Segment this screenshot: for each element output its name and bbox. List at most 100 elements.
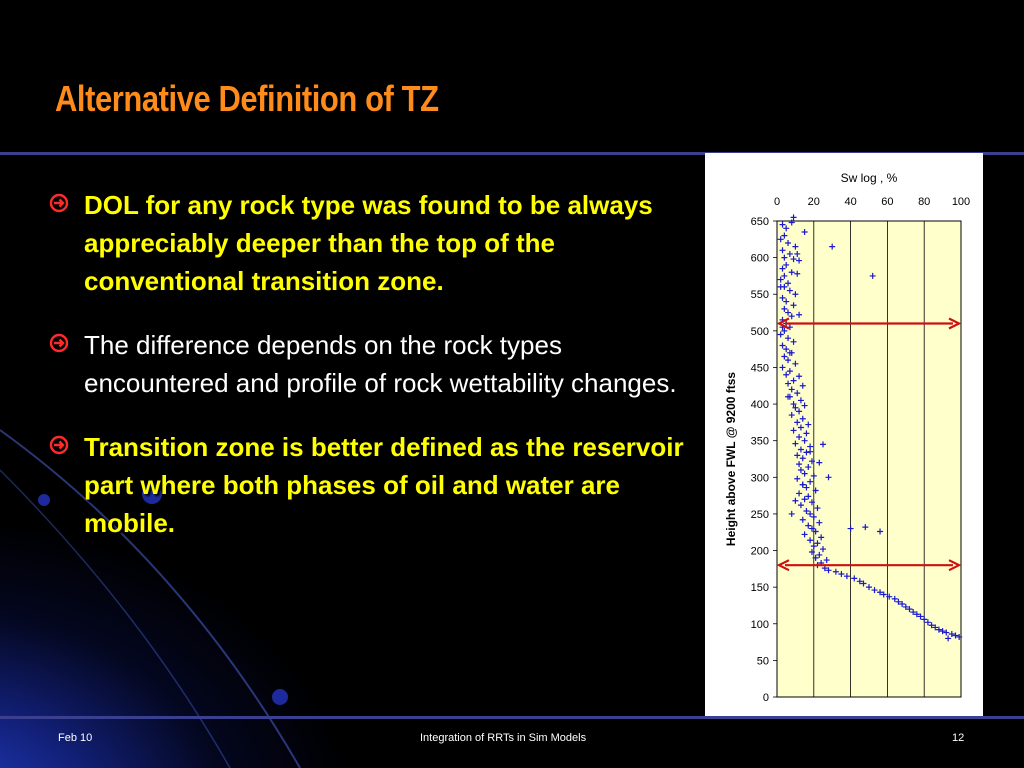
data-point (792, 291, 799, 298)
data-point (823, 557, 830, 564)
data-point (805, 493, 812, 500)
data-point (838, 570, 845, 577)
y-tick-label: 0 (763, 692, 769, 704)
data-point (886, 593, 893, 600)
data-point (796, 408, 803, 415)
data-point (790, 401, 797, 408)
data-point (785, 280, 792, 287)
data-point (781, 327, 788, 334)
data-point (794, 475, 801, 482)
y-tick-label: 50 (757, 655, 769, 667)
x-tick-label: 20 (808, 196, 820, 208)
data-point (797, 424, 804, 431)
data-point (807, 537, 814, 544)
data-point (808, 499, 815, 506)
data-point (786, 250, 793, 257)
data-point (862, 524, 869, 531)
data-point (943, 629, 950, 636)
data-point (777, 283, 784, 290)
data-point (790, 427, 797, 434)
data-point (794, 452, 801, 459)
data-point (910, 609, 917, 616)
data-point (829, 243, 836, 250)
data-point (781, 353, 788, 360)
data-point (796, 490, 803, 497)
data-point (847, 525, 854, 532)
slide-title: Alternative Definition of TZ (55, 78, 439, 119)
data-point (814, 540, 821, 547)
data-point (880, 591, 887, 598)
data-point (788, 386, 795, 393)
data-point (796, 434, 803, 441)
data-point (856, 578, 863, 585)
data-point (956, 633, 963, 640)
data-point (952, 632, 959, 639)
sw-log-chart: 0 20 40 60 80 100 0 50 100 150 200 250 300 350 400 450 5… (724, 171, 970, 704)
data-point (807, 448, 814, 455)
data-point (797, 397, 804, 404)
bullet-text: The difference depends on the rock types… (84, 330, 677, 398)
annotation-arrow-head-left (776, 559, 790, 572)
data-point (807, 443, 814, 450)
data-point (790, 214, 797, 221)
annotation-arrow-head-left (776, 317, 790, 330)
y-tick-label: 100 (751, 619, 769, 631)
footer-divider (0, 716, 1024, 719)
data-point (794, 270, 801, 277)
bullet-item: DOL for any rock type was found to be al… (48, 186, 688, 300)
bullet-text: DOL for any rock type was found to be al… (84, 190, 653, 296)
data-point (790, 302, 797, 309)
data-point (805, 464, 812, 471)
data-point (783, 298, 790, 305)
data-point (797, 446, 804, 453)
data-point (939, 628, 946, 635)
data-point (928, 622, 935, 629)
data-point (816, 519, 823, 526)
data-point (783, 225, 790, 232)
bullet-list: DOL for any rock type was found to be al… (48, 186, 688, 568)
data-point (818, 534, 825, 541)
data-point (779, 294, 786, 301)
data-point (843, 573, 850, 580)
data-point (801, 228, 808, 235)
data-point (799, 481, 806, 488)
data-point (814, 505, 821, 512)
data-point (796, 461, 803, 468)
data-point (792, 360, 799, 367)
footer-title: Integration of RRTs in Sim Models (420, 732, 587, 744)
y-tick-label: 400 (751, 399, 769, 411)
data-point (779, 265, 786, 272)
data-point (921, 616, 928, 623)
y-tick-label: 350 (751, 436, 769, 448)
data-point (932, 624, 939, 631)
data-point (803, 449, 810, 456)
data-point (777, 276, 784, 283)
data-point (803, 484, 810, 491)
data-point (797, 466, 804, 473)
data-point (860, 580, 867, 587)
data-point (812, 554, 819, 561)
data-point (783, 261, 790, 268)
data-point (790, 256, 797, 263)
data-point (810, 513, 817, 520)
data-point (871, 587, 878, 594)
data-point (794, 419, 801, 426)
data-point (899, 600, 906, 607)
header-divider (0, 152, 1024, 155)
data-point (799, 516, 806, 523)
data-point (808, 525, 815, 532)
data-point (805, 522, 812, 529)
data-point (781, 305, 788, 312)
data-point (948, 631, 955, 638)
data-point (820, 441, 826, 448)
data-point (832, 568, 839, 575)
data-point (945, 635, 952, 642)
data-point (797, 502, 804, 509)
y-tick-label: 600 (751, 253, 769, 265)
data-point (803, 507, 810, 514)
data-point (812, 528, 819, 535)
data-point (803, 430, 810, 437)
data-point (902, 603, 909, 610)
circled-arrow-right-icon (49, 435, 69, 455)
data-point (779, 342, 786, 349)
